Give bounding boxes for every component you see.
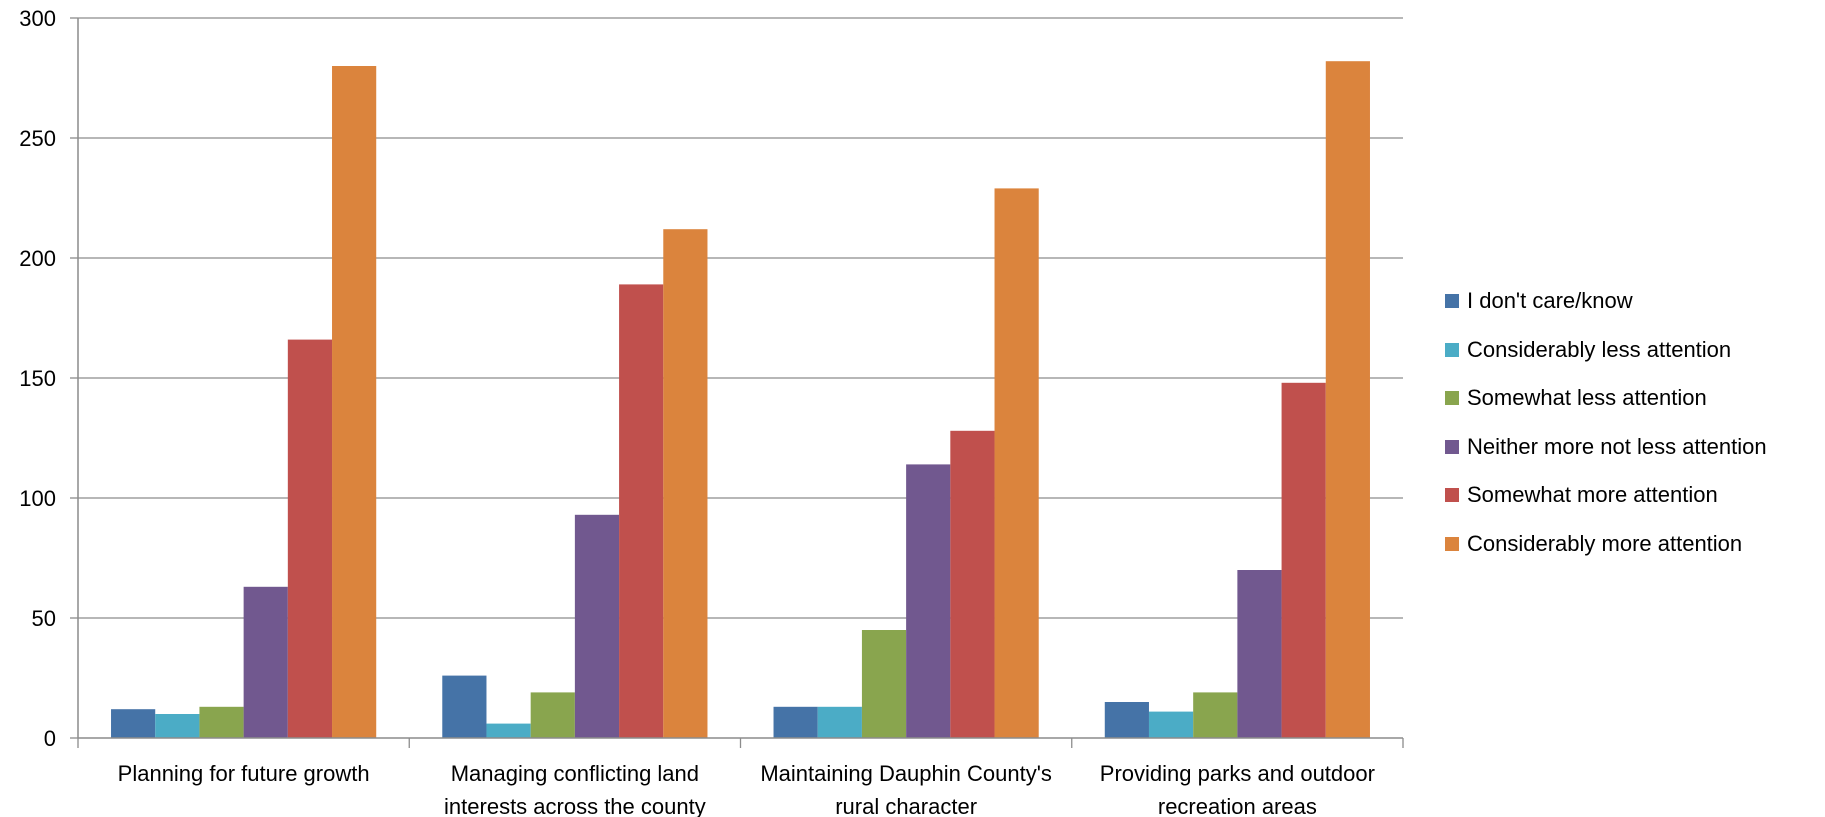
legend: I don't care/know Considerably less atten… — [1445, 277, 1767, 568]
bar — [111, 709, 156, 738]
bar — [773, 706, 818, 738]
bar — [817, 706, 862, 738]
legend-item: Considerably less attention — [1445, 326, 1767, 375]
x-category-label: recreation areas — [1158, 794, 1317, 817]
legend-item: Neither more not less attention — [1445, 423, 1767, 472]
y-tick-label: 300 — [19, 6, 56, 31]
bar — [199, 706, 244, 738]
y-tick-label: 150 — [19, 366, 56, 391]
legend-swatch — [1445, 439, 1459, 454]
gridlines — [78, 17, 1403, 619]
bar — [1281, 382, 1326, 738]
bar — [950, 430, 995, 738]
legend-swatch — [1445, 536, 1459, 551]
x-category-label: rural character — [835, 794, 977, 817]
legend-label: I don't care/know — [1467, 288, 1633, 314]
bar — [1104, 702, 1149, 738]
legend-label: Neither more not less attention — [1467, 433, 1767, 459]
y-axis-ticks: 0 50 100 150 200 250 300 — [19, 6, 78, 751]
bar — [663, 229, 708, 738]
y-tick-label: 50 — [32, 606, 56, 631]
bar — [1325, 61, 1370, 738]
y-tick-label: 100 — [19, 486, 56, 511]
legend-swatch — [1445, 342, 1459, 357]
bar — [486, 723, 531, 738]
x-category-label: Maintaining Dauphin County's — [760, 761, 1052, 786]
bar — [861, 630, 907, 738]
legend-item: Somewhat less attention — [1445, 374, 1767, 423]
bars — [111, 61, 1370, 738]
bar — [906, 464, 951, 738]
x-axis-labels: Planning for future growth Managing confl… — [118, 761, 1375, 817]
bar — [1148, 711, 1194, 738]
legend-item: Somewhat more attention — [1445, 471, 1767, 520]
bar — [574, 514, 620, 738]
legend-label: Considerably more attention — [1467, 530, 1743, 556]
legend-label: Somewhat less attention — [1467, 385, 1707, 411]
legend-item: I don't care/know — [1445, 277, 1767, 326]
bar — [155, 714, 200, 738]
bar — [332, 66, 377, 738]
legend-label: Somewhat more attention — [1467, 482, 1718, 508]
y-tick-label: 0 — [44, 726, 56, 751]
x-category-label: Planning for future growth — [118, 761, 370, 786]
legend-item: Considerably more attention — [1445, 520, 1767, 569]
y-tick-label: 200 — [19, 246, 56, 271]
x-category-label: interests across the county — [444, 794, 706, 817]
x-category-label: Providing parks and outdoor — [1100, 761, 1375, 786]
y-tick-label: 250 — [19, 126, 56, 151]
bar — [530, 692, 575, 738]
bar — [243, 586, 288, 738]
legend-swatch — [1445, 488, 1459, 503]
legend-swatch — [1445, 391, 1459, 406]
x-category-label: Managing conflicting land — [451, 761, 699, 786]
bar — [994, 188, 1039, 738]
bar — [1237, 570, 1282, 738]
bar — [1193, 692, 1238, 738]
bar — [287, 339, 333, 738]
legend-label: Considerably less attention — [1467, 336, 1732, 362]
bar — [619, 284, 664, 738]
bar — [442, 675, 487, 738]
legend-swatch — [1445, 294, 1459, 309]
